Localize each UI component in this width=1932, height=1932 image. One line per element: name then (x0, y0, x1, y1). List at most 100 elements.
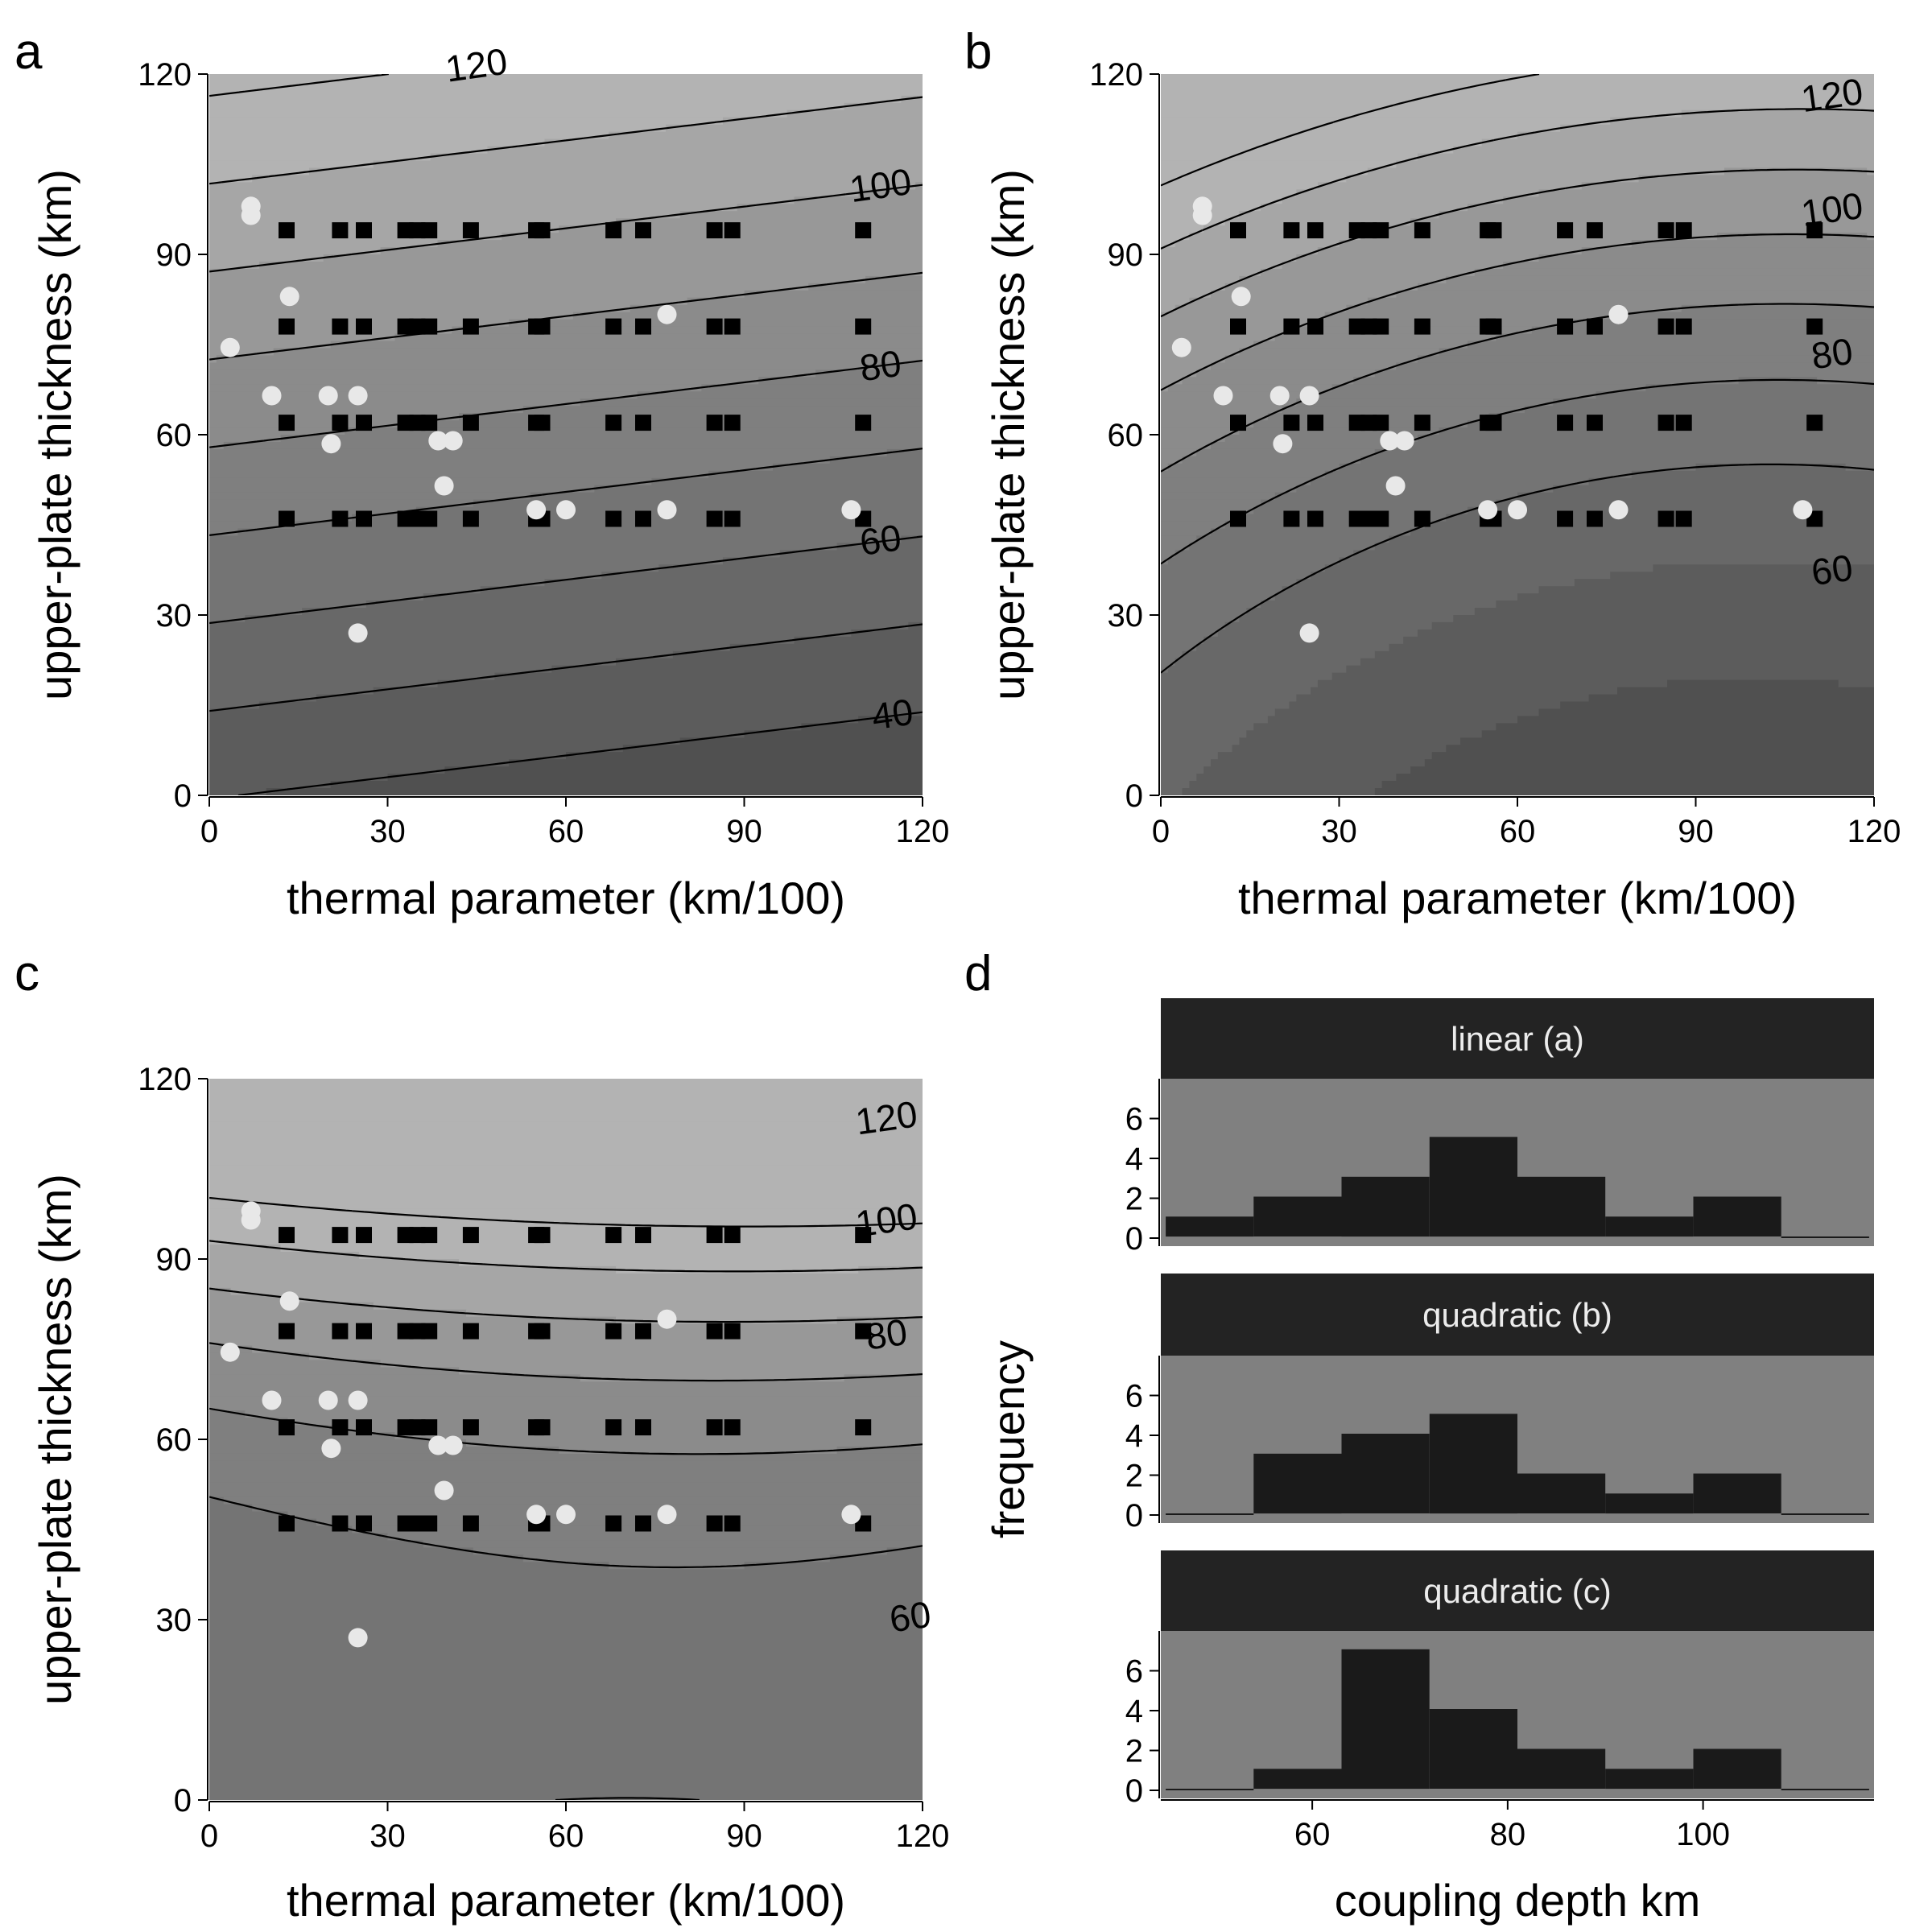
contour-band-cell (616, 1316, 838, 1325)
contour-band-cell (209, 1641, 923, 1649)
contour-band-cell (209, 1533, 389, 1542)
contour-band-cell (1360, 658, 1874, 667)
contour-band-cell (1311, 572, 1611, 580)
contour-band-cell (1424, 521, 1874, 530)
histogram-bar (1517, 1748, 1606, 1789)
contour-band-cell (252, 175, 923, 184)
contour-band-cell (1161, 514, 1241, 522)
circle-marker (841, 1505, 861, 1525)
histogram-bar (1781, 1789, 1869, 1790)
contour-band-cell (1324, 470, 1633, 479)
square-marker (356, 1323, 372, 1340)
y-axis-label: upper-plate thickness (km) (30, 169, 80, 700)
contour-band-cell (209, 1201, 923, 1210)
contour-band-cell (209, 1699, 923, 1707)
contour-band-cell (1161, 102, 1874, 111)
y-tick-label: 0 (1125, 1221, 1143, 1257)
contour-band-cell (1317, 391, 1597, 399)
contour-band-cell (1374, 448, 1874, 457)
contour-band-cell (209, 477, 653, 486)
contour-band-cell (1396, 362, 1874, 371)
contour-band-cell (209, 470, 709, 479)
square-marker (1283, 415, 1300, 431)
square-marker (605, 318, 622, 335)
contour-band-cell (209, 167, 310, 176)
contour-band-cell (1161, 268, 1261, 277)
contour-band-cell (1410, 218, 1874, 226)
square-marker (332, 1323, 349, 1340)
contour-band-cell (1182, 456, 1361, 464)
contour-band-cell (1346, 175, 1640, 184)
contour-band-cell (209, 160, 374, 169)
contour-band-cell (209, 1757, 923, 1765)
contour-band-cell (1396, 441, 1874, 450)
contour-band-cell (209, 737, 681, 746)
contour-band-cell (580, 1374, 845, 1383)
circle-marker (1478, 500, 1498, 520)
square-marker (635, 318, 651, 335)
contour-band-cell (609, 131, 923, 140)
y-tick-label: 4 (1125, 1141, 1143, 1177)
square-marker (332, 1419, 349, 1436)
y-tick-label: 0 (1125, 1498, 1143, 1534)
x-tick-label: 60 (1500, 814, 1536, 849)
contour-band-cell (1410, 528, 1874, 537)
contour-band-cell (209, 1468, 923, 1476)
contour-band-cell (1161, 643, 1198, 652)
contour-band-cell (1161, 499, 1261, 508)
circle-marker (1231, 287, 1251, 307)
y-tick-label: 4 (1125, 1694, 1143, 1729)
contour-band-cell (1182, 788, 1376, 795)
square-marker (1373, 510, 1389, 527)
contour-band-cell (287, 1511, 923, 1520)
contour-band-cell (679, 737, 923, 746)
contour-band-cell (209, 1331, 923, 1340)
contour-band-cell (209, 1620, 923, 1628)
contour-band-cell (1439, 427, 1874, 436)
contour-band-cell (209, 788, 267, 795)
contour-band-cell (1282, 406, 1525, 414)
contour-band-cell (1296, 485, 1554, 493)
contour-band-cell (1196, 448, 1376, 457)
contour-band-cell (209, 572, 603, 580)
square-marker (1283, 510, 1300, 527)
contour-band-cell (1189, 297, 1368, 306)
contour-band-cell (1224, 521, 1426, 530)
contour-band-cell (209, 759, 510, 767)
contour-band-cell (1161, 435, 1226, 443)
contour-band-cell (1503, 196, 1874, 205)
square-marker (1485, 222, 1502, 239)
contour-band-cell (209, 1496, 225, 1505)
histogram-bar (1429, 1709, 1517, 1789)
contour-band-cell (1161, 701, 1290, 710)
contour-band-cell (437, 240, 923, 248)
contour-band-cell (1239, 514, 1447, 522)
contour-band-cell (1161, 275, 1241, 284)
circle-marker (434, 1480, 454, 1501)
square-marker (356, 510, 372, 527)
contour-band-cell (1161, 723, 1254, 732)
x-tick-label: 120 (1847, 814, 1901, 849)
contour-band-cell (402, 420, 923, 428)
square-marker (855, 1419, 872, 1436)
contour-band-cell (1431, 621, 1874, 630)
contour-band-cell (423, 593, 923, 601)
contour-band-cell (1161, 774, 1198, 782)
contour-band-cell (1588, 694, 1874, 703)
circle-marker (279, 1291, 299, 1311)
contour-band-cell (1417, 629, 1874, 638)
contour-band-cell (1353, 377, 1740, 386)
contour-band-cell (209, 1418, 289, 1426)
histogram-bar (1341, 1176, 1430, 1237)
panel-letter: b (964, 24, 992, 80)
square-marker (706, 1515, 723, 1532)
circle-marker (1608, 304, 1629, 324)
square-marker (706, 1227, 723, 1244)
contour-band-cell (1274, 708, 1540, 717)
square-marker (1230, 222, 1246, 239)
square-marker (855, 222, 872, 239)
contour-band-cell (209, 752, 567, 760)
circle-marker (526, 1505, 547, 1525)
contour-band-cell (209, 1612, 923, 1620)
square-marker (421, 222, 438, 239)
